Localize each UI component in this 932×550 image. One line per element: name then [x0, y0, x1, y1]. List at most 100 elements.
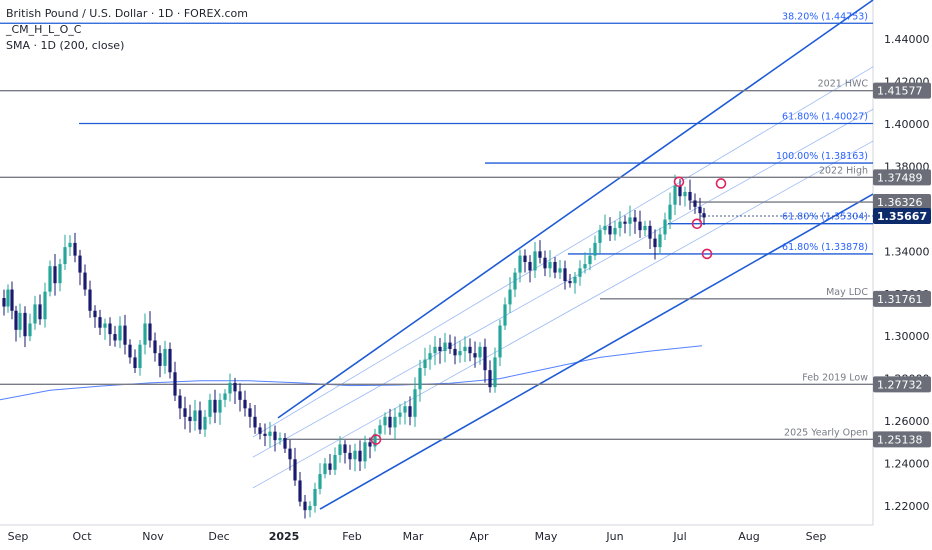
candle-body: [453, 348, 457, 356]
price-tag: [873, 431, 931, 448]
candle-body: [118, 325, 122, 341]
level-label: 2025 Yearly Open: [784, 427, 868, 438]
candle-body: [613, 228, 617, 235]
candle-body: [698, 206, 702, 214]
candle-body: [628, 217, 632, 224]
candle-body: [233, 382, 237, 392]
level-label: 61.80% (1.33878): [782, 242, 868, 253]
candle-body: [508, 289, 512, 305]
level-label: 38.20% (1.44753): [782, 11, 868, 22]
candle-body: [398, 412, 402, 417]
candle-body: [78, 255, 82, 273]
x-tick-label: 2025: [269, 530, 300, 543]
x-tick-label: May: [535, 530, 558, 543]
candle-body: [18, 312, 22, 330]
channel-upper-line: [277, 0, 874, 419]
candle-body: [93, 310, 97, 318]
current-price-tag: [873, 208, 931, 225]
candle-body: [678, 185, 682, 197]
candle-body: [653, 238, 657, 248]
sma-200-line: [0, 345, 703, 401]
candle-body: [353, 450, 357, 460]
price-tag-text: 1.27732: [877, 378, 923, 391]
candle-body: [113, 334, 117, 341]
candle-body: [648, 225, 652, 239]
candle-body: [273, 431, 277, 441]
candle-body: [488, 370, 492, 388]
candle-body: [383, 416, 387, 426]
channel-lower-line: [319, 193, 874, 510]
candle-body: [423, 359, 427, 369]
candle-body: [88, 289, 92, 311]
candle-body: [218, 399, 222, 413]
pivot-marker: [691, 218, 703, 230]
y-tick-label: 1.34000: [884, 245, 930, 258]
candle-body: [543, 257, 547, 269]
candle-body: [288, 448, 292, 460]
candle-body: [673, 185, 677, 205]
candle-body: [333, 455, 337, 470]
candle-body: [258, 427, 262, 434]
x-tick-label: Jul: [672, 530, 686, 543]
level-label: Feb 2019 Low: [802, 372, 868, 383]
candle-body: [28, 323, 32, 337]
candle-body: [538, 251, 542, 258]
candle-body: [293, 459, 297, 481]
candle-body: [413, 389, 417, 417]
candle-body: [43, 291, 47, 320]
candle-body: [323, 463, 327, 475]
price-tag-text: 1.37489: [877, 171, 923, 184]
candle-body: [473, 353, 477, 358]
candle-body: [358, 450, 362, 462]
candle-body: [338, 444, 342, 455]
candle-body: [448, 342, 452, 349]
candle-body: [228, 382, 232, 394]
level-label: 2022 High: [819, 165, 868, 176]
candle-body: [308, 505, 312, 511]
candle-body: [343, 444, 347, 453]
candle-body: [668, 204, 672, 220]
candle-body: [278, 438, 282, 441]
candle-body: [533, 251, 537, 271]
chart-legend: British Pound / U.S. Dollar · 1D · FOREX…: [6, 6, 248, 54]
y-tick-label: 1.24000: [884, 457, 930, 470]
candle-body: [393, 416, 397, 428]
candle-body: [588, 255, 592, 265]
candle-body: [633, 217, 637, 222]
candle-body: [208, 399, 212, 417]
level-label: 61.80% (1.35304): [782, 212, 868, 223]
candle-body: [483, 346, 487, 371]
candle-body: [48, 266, 52, 292]
level-label: May LDC: [826, 287, 868, 298]
candle-body: [548, 261, 552, 269]
price-tag: [873, 376, 931, 393]
x-tick-label: Oct: [72, 530, 92, 543]
candle-body: [658, 234, 662, 248]
candle-body: [638, 221, 642, 231]
candle-body: [263, 433, 267, 436]
candle-body: [363, 442, 367, 462]
price-tag-text: 1.31761: [877, 293, 923, 306]
candle-body: [463, 346, 467, 352]
candle-body: [478, 346, 482, 358]
pivot-marker: [715, 178, 727, 189]
candle-body: [518, 255, 522, 273]
x-tick-label: Jun: [605, 530, 623, 543]
candle-body: [688, 191, 692, 201]
candle-body: [593, 242, 597, 256]
candle-body: [528, 261, 532, 271]
candle-body: [128, 344, 132, 358]
price-tag: [873, 194, 931, 211]
current-price-text: 1.35667: [877, 210, 927, 223]
y-tick-label: 1.26000: [884, 415, 930, 428]
candle-body: [103, 323, 107, 328]
candle-body: [23, 312, 27, 337]
candle-body: [248, 408, 252, 417]
candle-body: [198, 410, 202, 430]
candle-body: [33, 304, 37, 324]
candle-body: [283, 438, 287, 449]
candle-body: [123, 325, 127, 345]
